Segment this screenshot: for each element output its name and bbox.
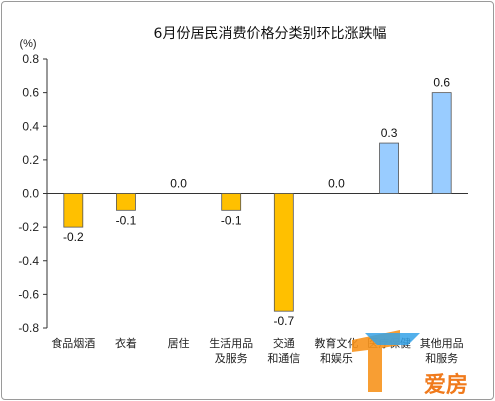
category-labels: 食品烟酒衣着居住生活用品及服务交通和通信教育文化和娱乐医疗保健其他用品和服务 (51, 336, 463, 365)
watermark-roof-icon (365, 333, 420, 345)
y-tick-label: -0.8 (18, 321, 39, 335)
category-label: 和服务 (425, 352, 458, 365)
data-label: 0.0 (328, 177, 345, 191)
category-label: 教育文化 (314, 336, 358, 350)
category-label: 居住 (168, 336, 190, 350)
y-tick-label: -0.2 (18, 220, 39, 234)
watermark-house-icon (352, 330, 400, 392)
bar (273, 193, 294, 312)
bar (221, 193, 242, 211)
category-label: 衣着 (115, 336, 137, 350)
y-tick-label: 0.6 (22, 86, 39, 100)
y-tick-label: 0.4 (22, 119, 39, 133)
bar (116, 193, 136, 211)
data-label: -0.7 (273, 314, 294, 328)
y-tick-label: 0.2 (22, 153, 39, 167)
category-label: 交通 (273, 336, 295, 350)
category-label: 生活用品 (209, 336, 253, 350)
y-tick-label: -0.4 (18, 254, 39, 268)
data-label: -0.2 (63, 230, 84, 244)
watermark-text: 爱房 (424, 372, 468, 398)
bar (379, 142, 399, 194)
data-label: 0.0 (170, 177, 187, 191)
data-label: -0.1 (221, 213, 242, 227)
bar (431, 92, 452, 194)
data-label: 0.3 (381, 126, 398, 140)
category-label: 及服务 (215, 352, 248, 365)
category-label: 其他用品 (420, 337, 464, 350)
y-unit-label: (%) (19, 38, 36, 50)
y-tick-label: 0.8 (22, 52, 39, 66)
y-tick-label: 0.0 (22, 187, 39, 201)
bars (63, 92, 452, 312)
category-label: 食品烟酒 (51, 336, 95, 350)
axes: 0.8 0.6 0.4 0.2 0.0 -0.2 -0.4 -0.6 -0.8 (18, 52, 468, 335)
data-label: -0.1 (116, 213, 137, 227)
data-labels: -0.2 -0.1 0.0 -0.1 -0.7 0.0 0.3 0.6 (63, 76, 450, 329)
category-label: 和娱乐 (320, 351, 353, 365)
bar (63, 193, 84, 228)
data-label: 0.6 (433, 76, 450, 90)
category-label: 和通信 (267, 352, 300, 365)
chart-title: 6月份居民消费价格分类别环比涨跌幅 (154, 26, 387, 42)
y-tick-label: -0.6 (18, 287, 39, 301)
watermark-logo: 爱房 (352, 330, 468, 398)
